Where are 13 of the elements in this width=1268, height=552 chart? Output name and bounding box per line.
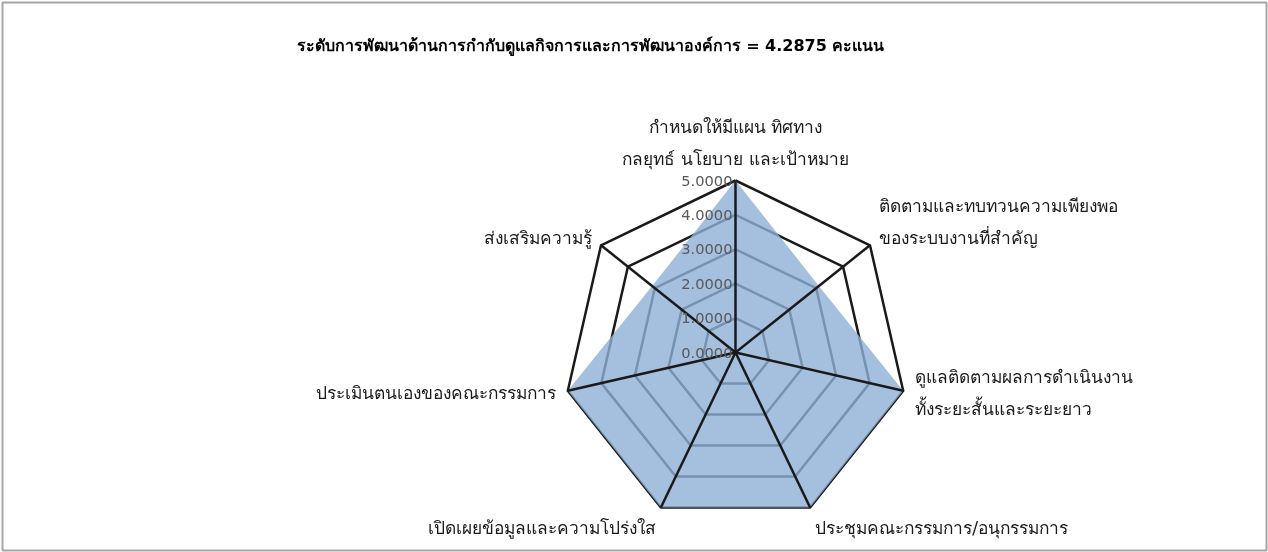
y-tick-label: 2.0000 [681, 274, 733, 292]
spoke-label: ดูแลติดตามผลการดำเนินงาน ทั้งระยะสั้นและระยะยาว [914, 367, 1133, 420]
spoke-label: ประเมินตนเองของคณะกรรมการ [316, 383, 557, 404]
spoke-label: เปิดเผยข้อมูลและความโปร่งใส [427, 518, 656, 540]
y-tick-label: 4.0000 [681, 205, 733, 223]
y-tick-label: 5.0000 [681, 171, 733, 189]
y-tick-label: 0.0000 [681, 343, 733, 361]
spoke-label: ประชุมคณะกรรมการ/อนุกรรมการ [815, 518, 1069, 540]
spoke-label: ส่งเสริมความรู้ [483, 227, 592, 249]
y-tick-label: 3.0000 [681, 240, 733, 258]
chart-title: ระดับการพัฒนาด้านการกำกับดูแลกิจการและการพัฒนาองค์การ = 4.2875 คะแนน [296, 36, 885, 57]
spoke-label: กำหนดให้มีแผน ทิศทาง กลยุทธ์ นโยบาย และเป้าหมาย [622, 116, 849, 170]
spoke-label: ติดตามและทบทวนความเพียงพอ ของระบบงานที่สำคัญ [879, 195, 1119, 248]
